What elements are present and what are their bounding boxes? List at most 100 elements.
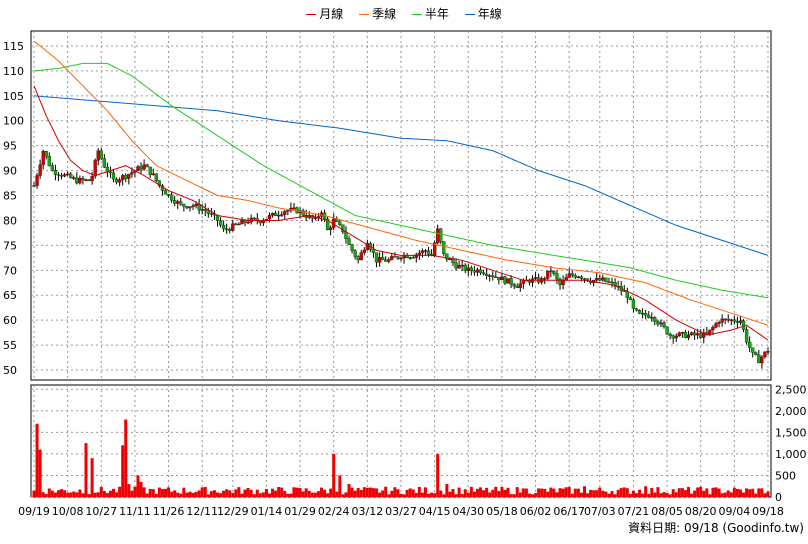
volume-bar — [610, 491, 614, 497]
volume-tick-label: 2,000 — [775, 405, 807, 418]
volume-bar — [485, 487, 489, 497]
volume-bar — [142, 487, 146, 497]
candle-body — [686, 334, 691, 338]
volume-bar — [604, 491, 608, 497]
volume-tick-label: 1,000 — [775, 448, 807, 461]
price-tick-label: 80 — [3, 214, 17, 227]
candle-body — [555, 273, 559, 280]
candle-body — [292, 207, 296, 209]
source-label: 資料日期: 09/18 (Goodinfo.tw) — [628, 521, 804, 535]
candle-body — [475, 269, 480, 273]
volume-bar — [130, 490, 134, 497]
volume-bar — [136, 475, 140, 497]
candle-body — [374, 252, 379, 263]
candle-body — [200, 209, 204, 211]
volume-bar — [592, 490, 596, 497]
candle-body — [439, 228, 443, 242]
volume-bar — [44, 494, 48, 497]
candle-body — [665, 326, 669, 335]
volume-bar — [271, 488, 275, 497]
volume-bar — [537, 488, 541, 497]
candle-body — [757, 354, 761, 364]
legend-item-ma-half: 半年 — [411, 5, 449, 22]
volume-bar — [433, 493, 437, 497]
candle-body — [472, 270, 477, 273]
volume-bar — [690, 493, 694, 497]
volume-bar — [108, 490, 112, 497]
candle-body — [732, 319, 737, 322]
price-tick-label: 115 — [3, 40, 24, 53]
volume-bar — [381, 490, 385, 497]
volume-bar — [127, 484, 131, 497]
volume-bar — [240, 493, 244, 497]
x-tick-label: 02/24 — [318, 505, 350, 518]
candle-body — [760, 356, 764, 364]
candle-body — [270, 212, 275, 216]
candle-body — [231, 223, 235, 231]
candle-body — [301, 210, 305, 216]
volume-bar — [583, 486, 586, 497]
candle-body — [610, 281, 614, 284]
candle-body — [671, 335, 675, 339]
volume-bar — [760, 488, 764, 497]
volume-bar — [209, 491, 213, 497]
volume-bar — [118, 486, 122, 497]
candle-body — [50, 165, 54, 171]
volume-bar — [362, 487, 366, 497]
volume-bar — [188, 491, 192, 497]
volume-bar — [589, 489, 593, 497]
volume-bar — [145, 493, 149, 497]
volume-bar — [561, 488, 565, 497]
x-tick-label: 09/04 — [719, 505, 751, 518]
volume-bar — [729, 492, 733, 497]
volume-bar — [206, 494, 210, 497]
candle-body — [445, 253, 449, 260]
candle-body — [500, 276, 504, 281]
volume-bar — [644, 486, 648, 497]
candle-body — [478, 269, 483, 273]
volume-bar — [423, 487, 427, 497]
candle-body — [637, 310, 642, 314]
candle-body — [246, 221, 250, 224]
volume-bar — [726, 490, 730, 497]
candle-body — [377, 257, 382, 263]
candle-body — [423, 250, 428, 252]
x-tick-label: 04/15 — [419, 505, 451, 518]
x-tick-label: 07/03 — [584, 505, 616, 518]
legend-item-ma-month: 月線 — [306, 5, 343, 22]
candle-body — [442, 241, 446, 254]
candle-body — [179, 201, 183, 205]
legend-label-ma-month: 月線 — [319, 7, 344, 21]
volume-bar — [656, 487, 660, 497]
candle-body — [188, 206, 192, 209]
candle-body — [518, 283, 522, 288]
candle-body — [117, 179, 122, 183]
candle-body — [457, 265, 461, 269]
candle-body — [552, 271, 556, 274]
volume-bar — [714, 487, 718, 497]
volume-bar — [225, 489, 229, 497]
candle-body — [69, 173, 73, 178]
volume-bar — [451, 489, 455, 497]
candle-body — [751, 347, 755, 353]
volume-bar — [243, 489, 247, 497]
candle-body — [436, 228, 440, 244]
volume-bar — [460, 494, 464, 497]
candle-body — [634, 308, 639, 311]
candle-body — [56, 174, 61, 176]
volume-bar — [368, 487, 372, 497]
candle-body — [576, 276, 581, 278]
volume-bar — [332, 453, 336, 497]
candle-body — [384, 259, 388, 262]
candle-body — [191, 205, 195, 208]
x-tick-label: 01/29 — [284, 505, 316, 518]
volume-bar — [540, 488, 544, 497]
candle-body — [454, 262, 458, 269]
candle-body — [729, 319, 733, 321]
candle-body — [182, 204, 186, 207]
candle-body — [387, 259, 391, 262]
candle-body — [607, 281, 611, 283]
candle-body — [258, 220, 262, 224]
ma-month-line — [33, 85, 769, 341]
